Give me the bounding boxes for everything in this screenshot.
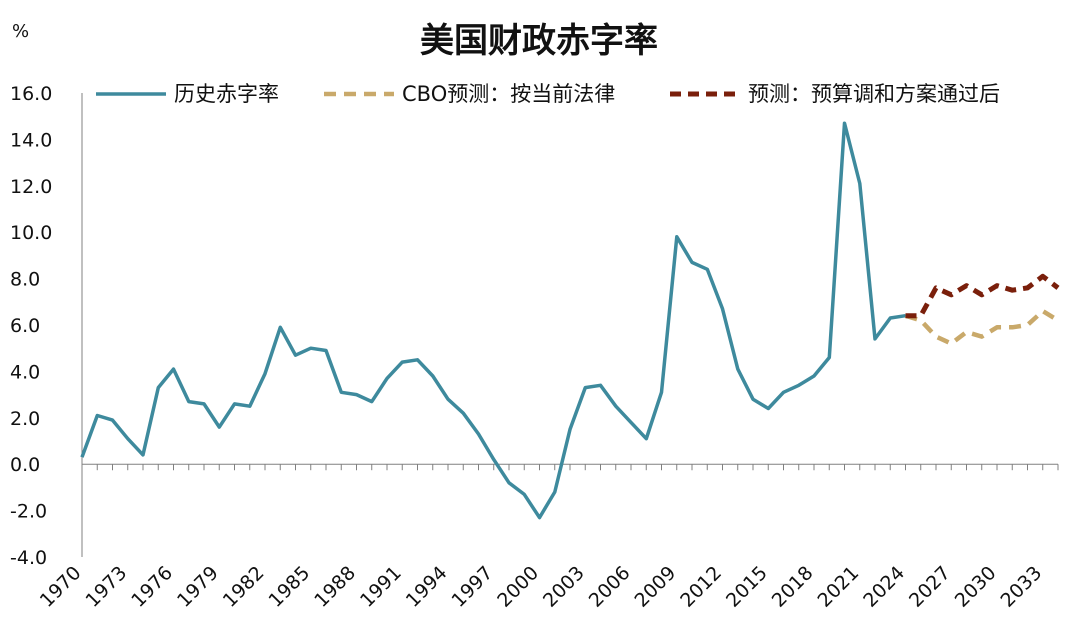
x-tick-label: 2009 [631, 562, 681, 612]
x-tick-label: 2003 [539, 562, 589, 612]
legend-label-cbo: CBO预测：按当前法律 [402, 82, 615, 106]
y-tick-label: 0.0 [10, 454, 40, 476]
x-tick-label: 1982 [219, 562, 269, 612]
x-tick-label: 1988 [310, 562, 360, 612]
x-tick-label: 2012 [676, 562, 726, 612]
series-line-cbo [904, 308, 1060, 346]
legend-label-reconciliation: 预测：预算调和方案通过后 [748, 82, 1000, 106]
x-tick-label: 1985 [265, 562, 315, 612]
x-tick-label: 1997 [448, 562, 498, 612]
y-axis-unit-label: % [12, 21, 29, 42]
x-tick-label: 2027 [905, 562, 955, 612]
y-tick-label: 2.0 [10, 408, 40, 430]
y-tick-label: 4.0 [10, 361, 40, 383]
x-tick-label: 2000 [493, 562, 543, 612]
x-tick-label: 2030 [951, 562, 1001, 612]
y-tick-label: 16.0 [10, 83, 52, 105]
x-tick-label: 2018 [768, 562, 818, 612]
series-line-historical [80, 121, 906, 520]
legend-label-historical: 历史赤字率 [174, 82, 279, 106]
y-tick-label: 6.0 [10, 315, 40, 337]
y-tick-label: 10.0 [10, 222, 52, 244]
x-tick-label: 1970 [36, 562, 86, 612]
x-tick-label: 1994 [402, 562, 452, 612]
y-tick-label: -2.0 [10, 501, 47, 523]
chart-title: 美国财政赤字率 [420, 21, 658, 61]
y-tick-label: 8.0 [10, 269, 40, 291]
x-tick-label: 1991 [356, 562, 406, 612]
y-tick-label: 12.0 [10, 176, 52, 198]
y-tick-label: 14.0 [10, 129, 52, 151]
axes: 16.014.012.010.08.06.04.02.00.0-2.0-4.01… [10, 83, 1059, 612]
series-line-reconciliation [905, 273, 1060, 319]
series-layer [80, 121, 1060, 520]
x-tick-label: 2006 [585, 562, 635, 612]
x-tick-label: 2024 [859, 562, 909, 612]
x-tick-label: 1973 [82, 562, 132, 612]
x-tick-label: 2021 [814, 562, 864, 612]
legend: 历史赤字率 CBO预测：按当前法律 预测：预算调和方案通过后 [96, 82, 1000, 106]
x-tick-label: 2015 [722, 562, 772, 612]
x-tick-label: 1976 [127, 562, 177, 612]
x-tick-label: 2033 [997, 562, 1047, 612]
y-tick-label: -4.0 [10, 547, 47, 569]
x-tick-label: 1979 [173, 562, 223, 612]
